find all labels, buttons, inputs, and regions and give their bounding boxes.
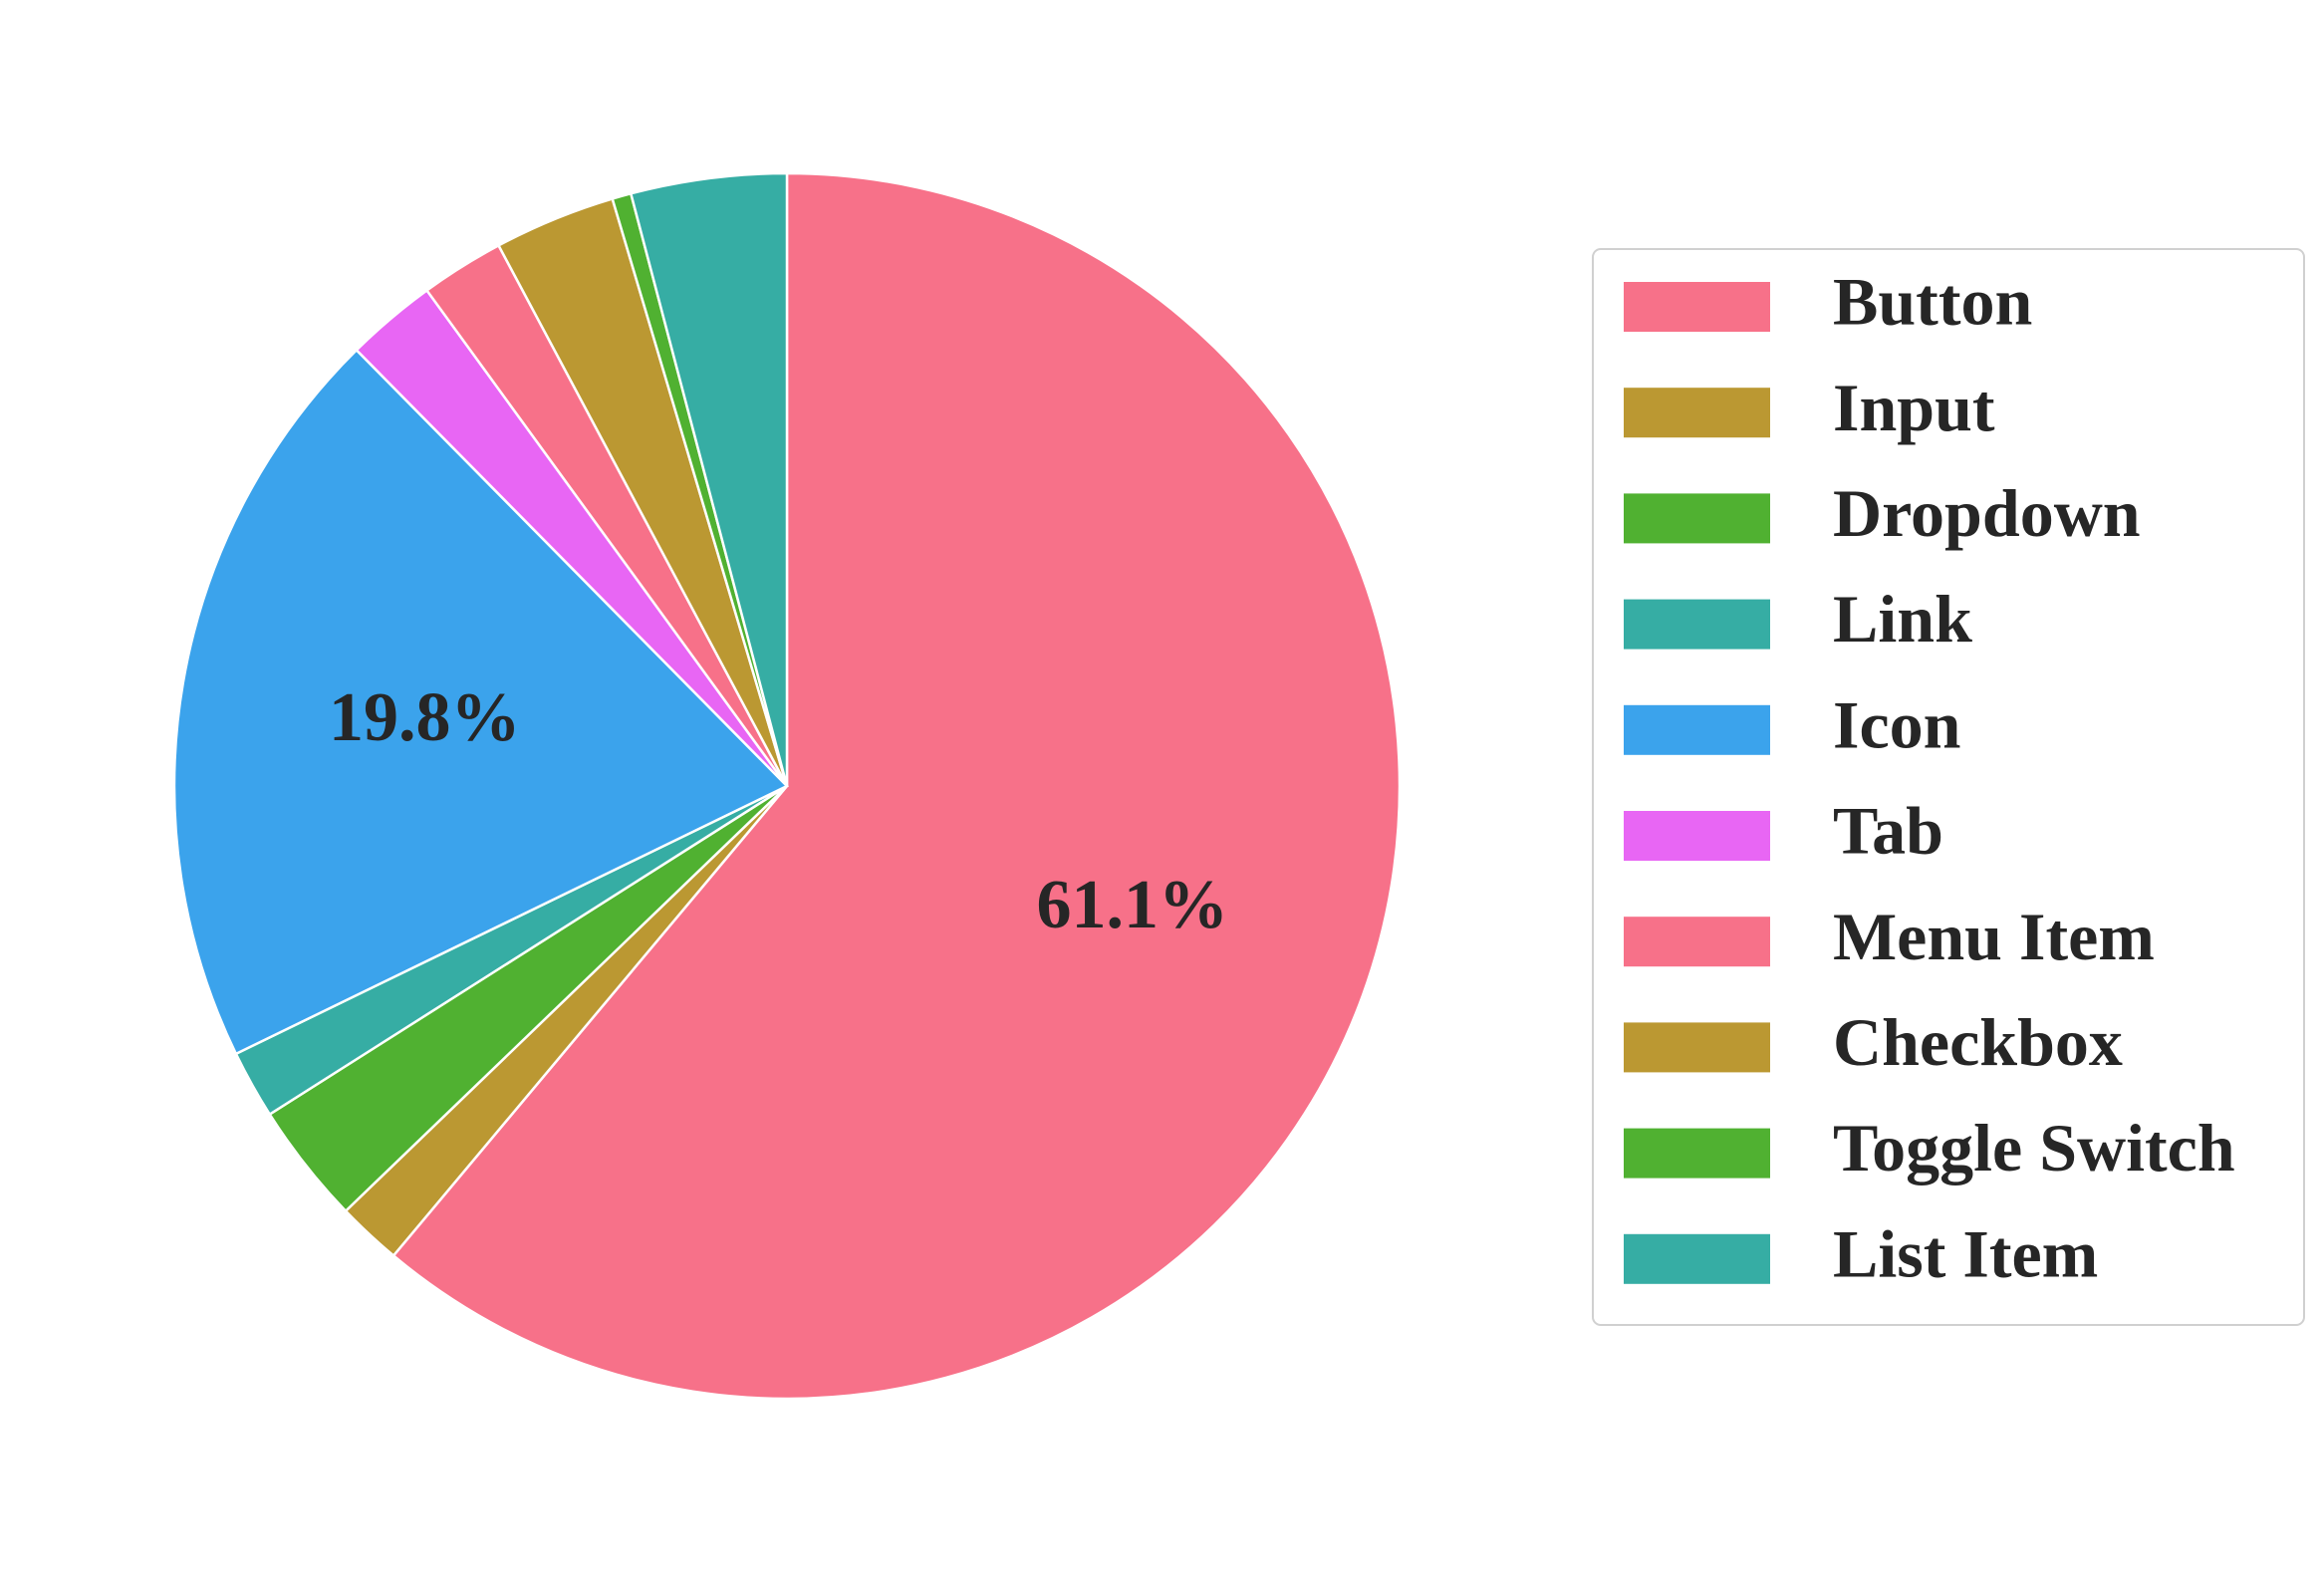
legend-swatch bbox=[1624, 1128, 1770, 1179]
legend-label: Input bbox=[1833, 370, 1995, 445]
pie-slice bbox=[391, 171, 1402, 1401]
legend-swatch bbox=[1624, 493, 1770, 544]
value-label: 61.1% bbox=[1037, 867, 1229, 943]
legend-label: Icon bbox=[1833, 686, 1960, 762]
legend-label: Tab bbox=[1833, 793, 1943, 869]
legend-box bbox=[1592, 248, 2305, 1326]
legend-swatch bbox=[1624, 599, 1770, 650]
pie-slice bbox=[172, 348, 790, 1056]
legend-swatch bbox=[1624, 917, 1770, 967]
legend-label: Button bbox=[1833, 264, 2032, 340]
pie-slice bbox=[629, 171, 789, 787]
legend-swatch bbox=[1624, 388, 1770, 438]
legend-swatch bbox=[1624, 1233, 1770, 1284]
legend-swatch bbox=[1624, 704, 1770, 755]
legend-label: List Item bbox=[1833, 1215, 2098, 1291]
value-label: 19.8% bbox=[329, 679, 521, 756]
legend-label: Link bbox=[1833, 581, 1972, 657]
legend-swatch bbox=[1624, 1022, 1770, 1073]
legend-label: Dropdown bbox=[1833, 475, 2141, 551]
legend-swatch bbox=[1624, 811, 1770, 861]
legend-label: Menu Item bbox=[1833, 899, 2155, 974]
legend-label: Checkbox bbox=[1833, 1004, 2123, 1080]
legend-label: Toggle Switch bbox=[1833, 1110, 2235, 1185]
legend-swatch bbox=[1624, 282, 1770, 332]
